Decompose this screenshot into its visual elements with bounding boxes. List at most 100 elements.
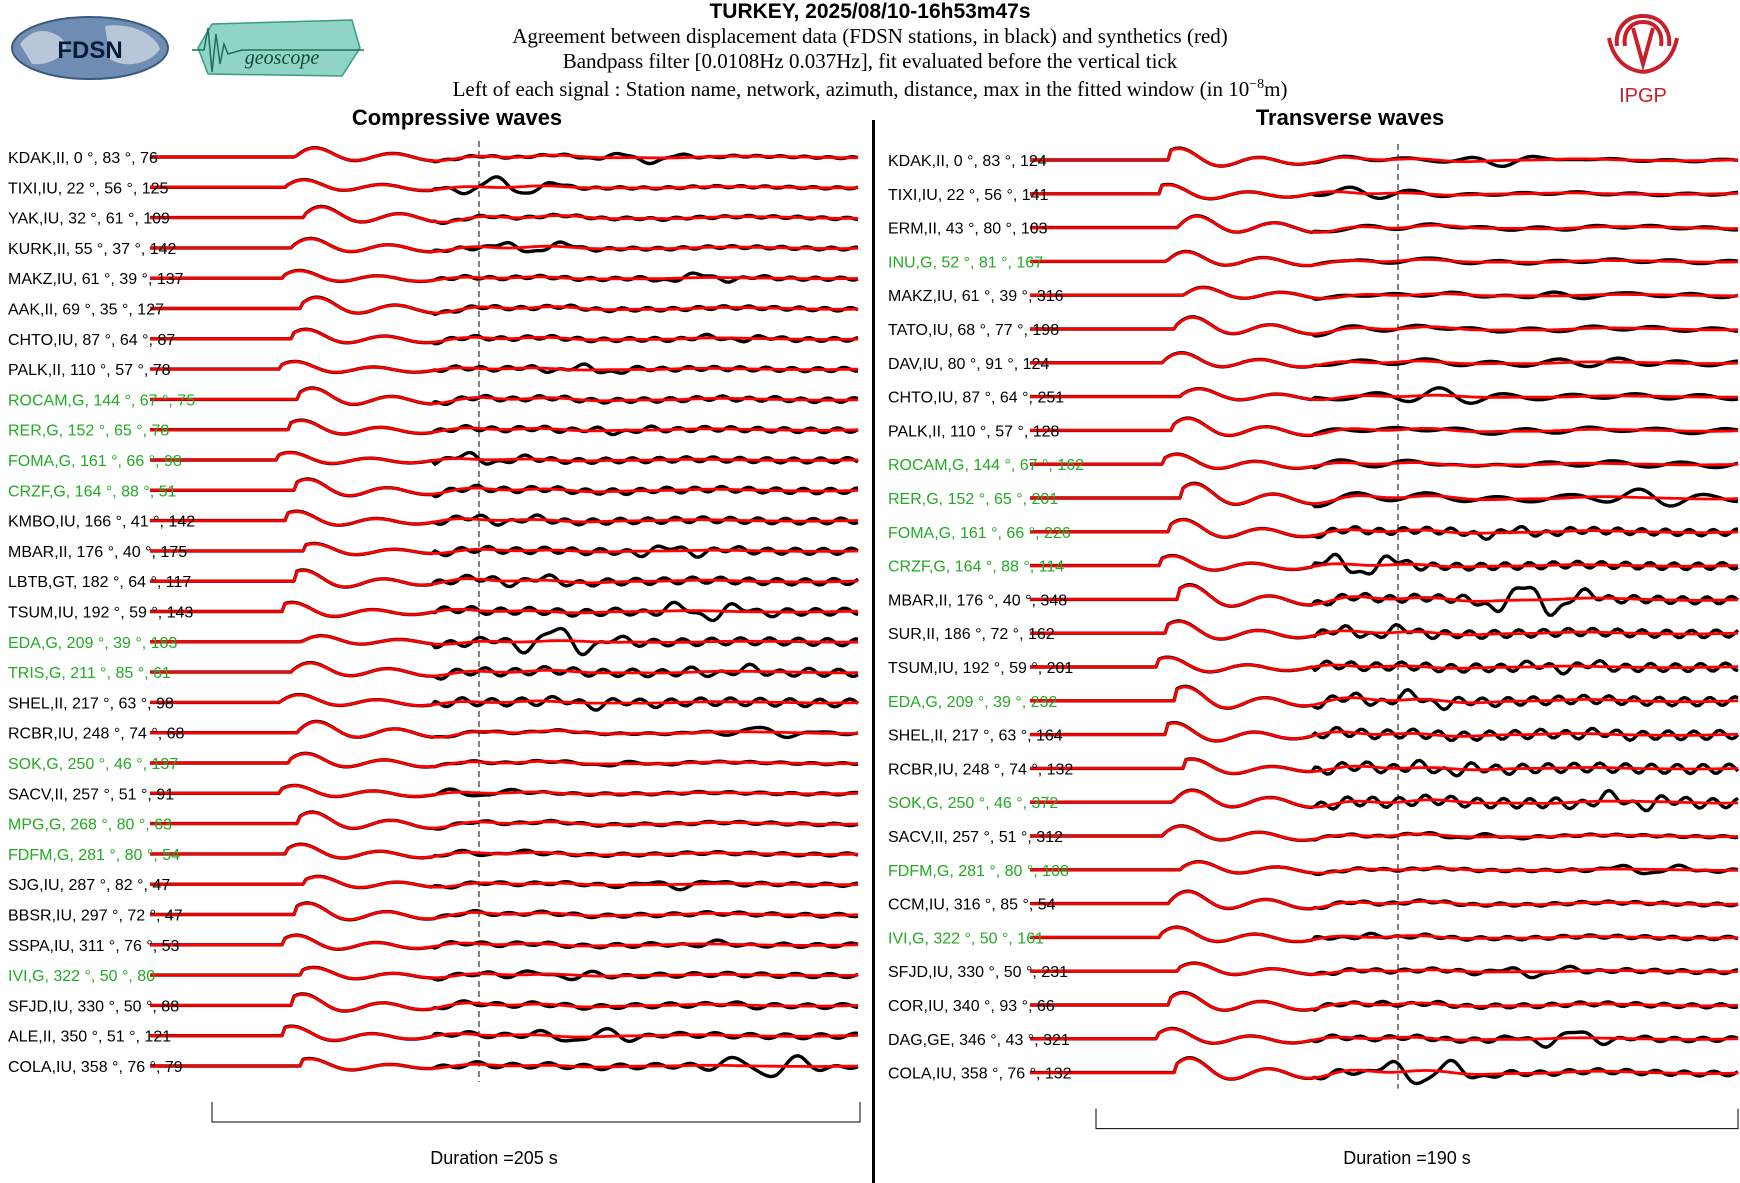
figure-title: TURKEY, 2025/08/10-16h53m47s — [709, 0, 1031, 23]
station-label: COLA,IU, 358 °, 76 °, 132 — [888, 1066, 1072, 1083]
subtitle-line-3-exponent: −8 — [1249, 77, 1265, 92]
panel-divider — [872, 120, 875, 1183]
station-label: ALE,II, 350 °, 51 °, 121 — [8, 1029, 171, 1046]
station-label: IVI,G, 322 °, 50 °, 161 — [888, 930, 1044, 947]
data-trace — [150, 719, 859, 740]
synthetic-trace — [1030, 890, 1738, 910]
station-label: TIXI,IU, 22 °, 56 °, 125 — [8, 180, 169, 197]
station-label: SHEL,II, 217 °, 63 °, 164 — [888, 728, 1063, 745]
synthetic-trace — [150, 693, 858, 707]
data-trace — [150, 568, 859, 589]
data-trace — [1030, 481, 1739, 509]
data-trace — [150, 386, 859, 407]
synthetic-trace — [1030, 554, 1739, 572]
synthetic-trace — [1030, 214, 1739, 234]
subtitle-line-3-suffix: m) — [1264, 77, 1288, 101]
data-trace — [150, 992, 859, 1013]
station-label: SACV,II, 257 °, 51 °, 312 — [888, 829, 1063, 846]
data-trace — [1030, 416, 1739, 438]
geoscope-logo-text: geoscope — [245, 47, 320, 69]
data-trace — [1030, 351, 1739, 369]
synthetic-trace — [150, 752, 859, 769]
data-trace — [150, 842, 859, 860]
data-trace — [1030, 214, 1739, 234]
synthetic-trace — [150, 360, 858, 374]
station-label: FOMA,G, 161 °, 66 °, 226 — [888, 525, 1071, 542]
station-label: ERM,II, 43 °, 80 °, 103 — [888, 221, 1048, 238]
synthetic-trace — [150, 237, 858, 254]
station-label: KMBO,IU, 166 °, 41 °, 142 — [8, 514, 195, 531]
station-label: KURK,II, 55 °, 37 °, 142 — [8, 241, 177, 258]
station-label: FOMA,G, 161 °, 66 °, 98 — [8, 453, 182, 470]
station-label: COLA,IU, 358 °, 76 °, 79 — [8, 1059, 183, 1076]
synthetic-trace — [150, 542, 859, 556]
data-trace — [1030, 315, 1739, 338]
duration-bracket-transverse — [1095, 1108, 1739, 1130]
synthetic-trace — [1030, 286, 1738, 300]
station-label: SOK,G, 250 °, 46 °, 137 — [8, 756, 178, 773]
subtitle-line-3: Left of each signal : Station name, netw… — [0, 73, 1740, 101]
station-label: RER,G, 152 °, 65 °, 78 — [8, 423, 169, 440]
station-label: TSUM,IU, 192 °, 59 °, 143 — [8, 605, 193, 622]
data-trace — [150, 901, 859, 922]
data-trace — [1030, 517, 1739, 542]
duration-bracket-compressive — [211, 1102, 861, 1123]
station-label: ROCAM,G, 144 °, 67 °, 75 — [8, 392, 195, 409]
synthetic-trace — [1030, 656, 1739, 673]
station-label: SFJD,IU, 330 °, 50 °, 231 — [888, 964, 1068, 981]
station-label: FDFM,G, 281 °, 80 °, 54 — [8, 847, 180, 864]
station-label: YAK,IU, 32 °, 61 °, 109 — [8, 211, 170, 228]
synthetic-trace — [150, 1057, 859, 1072]
synthetic-trace — [150, 269, 859, 283]
station-label: FDFM,G, 281 °, 80 °, 108 — [888, 863, 1069, 880]
station-label: LBTB,GT, 182 °, 64 °, 117 — [8, 574, 191, 591]
station-label: DAV,IU, 80 °, 91 °, 124 — [888, 356, 1049, 373]
duration-label-transverse: Duration =190 s — [1343, 1148, 1471, 1168]
data-trace — [150, 268, 859, 284]
station-label: COR,IU, 340 °, 93 °, 66 — [888, 998, 1055, 1015]
synthetic-trace — [150, 569, 859, 589]
data-trace — [150, 783, 859, 799]
ipgp-logo: IPGP — [1607, 14, 1679, 107]
station-label: KDAK,II, 0 °, 83 °, 124 — [888, 153, 1047, 170]
synthetic-trace — [150, 205, 858, 224]
station-label: PALK,II, 110 °, 57 °, 128 — [888, 423, 1060, 440]
data-trace — [150, 295, 859, 317]
data-trace — [150, 327, 859, 346]
station-label: MAKZ,IU, 61 °, 39 °, 137 — [8, 271, 184, 288]
station-label: CRZF,G, 164 °, 88 °, 114 — [888, 559, 1064, 576]
subtitle-line-1: Agreement between displacement data (FDS… — [512, 24, 1228, 48]
station-label: SUR,II, 186 °, 72 °, 162 — [888, 626, 1055, 643]
data-trace — [150, 509, 859, 527]
synthetic-trace — [150, 328, 859, 344]
station-label: TATO,IU, 68 °, 77 °, 198 — [888, 322, 1059, 339]
ipgp-logo-text: IPGP — [1619, 85, 1667, 107]
data-trace — [150, 751, 858, 769]
synthetic-trace — [150, 720, 858, 739]
synthetic-trace — [150, 510, 858, 527]
synthetic-trace — [150, 966, 859, 980]
synthetic-trace — [1030, 685, 1739, 710]
station-label: CHTO,IU, 87 °, 64 °, 87 — [8, 332, 175, 349]
synthetic-trace — [1030, 518, 1739, 539]
data-trace — [1030, 990, 1739, 1012]
synthetic-trace — [1030, 417, 1738, 437]
data-trace — [1030, 824, 1739, 842]
synthetic-trace — [1030, 584, 1739, 608]
synthetic-trace — [150, 178, 858, 192]
station-label: DAG,GE, 346 °, 43 °, 321 — [888, 1032, 1070, 1049]
synthetic-trace — [150, 934, 858, 951]
station-label: RER,G, 152 °, 65 °, 201 — [888, 491, 1058, 508]
data-trace — [1030, 452, 1739, 471]
synthetic-trace — [1030, 183, 1738, 200]
synthetic-trace — [1030, 825, 1739, 842]
synthetic-trace — [150, 451, 858, 465]
data-trace — [150, 204, 859, 226]
duration-label-compressive: Duration =205 s — [430, 1148, 558, 1168]
synthetic-trace — [150, 478, 858, 497]
station-label: MAKZ,IU, 61 °, 39 °, 316 — [888, 288, 1064, 305]
synthetic-trace — [1030, 926, 1739, 943]
station-label: SJG,IU, 287 °, 82 °, 47 — [8, 877, 170, 894]
synthetic-trace — [150, 146, 859, 163]
